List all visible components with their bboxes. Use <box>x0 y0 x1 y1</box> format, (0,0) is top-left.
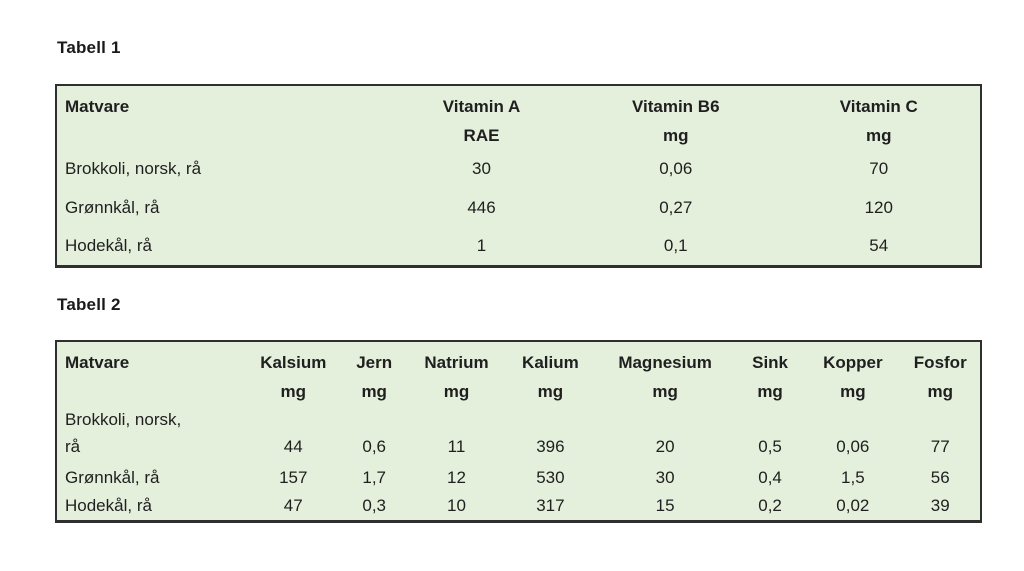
column-unit: RAE <box>463 126 500 145</box>
column-unit: mg <box>443 382 470 401</box>
value-cell: 47 <box>283 496 303 516</box>
column-label: Sink <box>752 353 789 372</box>
column-label: Magnesium <box>618 353 712 372</box>
column-header-sink: Sink mg <box>735 341 805 406</box>
value-cell: 0,4 <box>758 468 782 487</box>
column-label: Vitamin A <box>442 97 521 116</box>
table-row: Brokkoli, norsk, rå 44 0,6 11 396 20 0,5… <box>56 406 981 463</box>
column-label: Kalium <box>522 353 579 372</box>
value-cell: 120 <box>864 198 893 218</box>
food-name-cell: Grønnkål, rå <box>65 198 160 218</box>
column-unit: mg <box>663 126 689 145</box>
column-header-vitamin-c: Vitamin C mg <box>778 85 982 150</box>
column-header-matvare: Matvare <box>56 85 389 150</box>
column-header-vitamin-b6: Vitamin B6 mg <box>574 85 778 150</box>
value-cell: 396 <box>536 437 565 456</box>
value-cell: 0,5 <box>758 437 782 456</box>
header-row: Matvare Vitamin A RAE Vitamin B6 mg Vita… <box>56 85 981 150</box>
column-unit: mg <box>866 126 892 145</box>
column-label: Matvare <box>65 97 130 116</box>
table-row: Brokkoli, norsk, rå 30 0,06 70 <box>56 150 981 189</box>
table-row: Grønnkål, rå 446 0,27 120 <box>56 189 981 228</box>
value-cell: 0,06 <box>659 159 693 179</box>
food-name-cell: Hodekål, rå <box>65 236 152 256</box>
food-name-cell: Brokkoli, norsk, rå <box>65 159 202 179</box>
value-cell: 56 <box>930 468 950 487</box>
column-header-kopper: Kopper mg <box>805 341 900 406</box>
table2-title: Tabell 2 <box>57 295 121 314</box>
column-header-vitamin-a: Vitamin A RAE <box>389 85 574 150</box>
value-cell: 0,3 <box>362 496 386 516</box>
column-header-fosfor: Fosfor mg <box>900 341 981 406</box>
value-cell: 446 <box>467 198 496 218</box>
value-cell: 20 <box>655 437 675 456</box>
value-cell: 0,2 <box>758 496 782 516</box>
column-header-matvare: Matvare <box>56 341 246 406</box>
food-name: Brokkoli, norsk, rå <box>65 410 182 456</box>
column-unit: mg <box>537 382 564 401</box>
food-name-cell: Brokkoli, norsk, rå <box>56 406 246 463</box>
table-row: Hodekål, rå 47 0,3 10 317 15 0,2 0,02 39 <box>56 492 981 521</box>
value-cell: 1,7 <box>362 468 386 487</box>
value-cell: 530 <box>536 468 565 487</box>
column-unit: mg <box>280 382 307 401</box>
column-unit: mg <box>840 382 866 401</box>
food-name-cell: Grønnkål, rå <box>65 468 160 487</box>
value-cell: 157 <box>279 468 308 487</box>
food-name-cell: Hodekål, rå <box>65 496 152 516</box>
column-label: Natrium <box>424 353 489 372</box>
column-label: Kopper <box>823 353 883 372</box>
table1-title: Tabell 1 <box>57 38 121 57</box>
column-header-kalium: Kalium mg <box>506 341 596 406</box>
value-cell: 317 <box>536 496 565 516</box>
mineral-table: Matvare Kalsium mg Jern mg Natrium mg Ka… <box>55 340 982 523</box>
value-cell: 0,27 <box>659 198 693 218</box>
value-cell: 15 <box>655 496 675 516</box>
column-label: Jern <box>356 353 393 372</box>
column-unit: mg <box>927 382 953 401</box>
value-cell: 0,06 <box>836 437 870 456</box>
table-row: Grønnkål, rå 157 1,7 12 530 30 0,4 1,5 5… <box>56 463 981 492</box>
column-header-kalsium: Kalsium mg <box>246 341 341 406</box>
value-cell: 44 <box>283 437 303 456</box>
column-header-jern: Jern mg <box>341 341 408 406</box>
value-cell: 54 <box>869 236 889 256</box>
table-row: Hodekål, rå 1 0,1 54 <box>56 228 981 267</box>
column-unit: mg <box>757 382 783 401</box>
value-cell: 1 <box>476 236 487 256</box>
column-label: Vitamin B6 <box>631 97 720 116</box>
column-label: Vitamin C <box>839 97 918 116</box>
value-cell: 0,02 <box>836 496 870 516</box>
value-cell: 1,5 <box>841 468 865 487</box>
column-unit: mg <box>652 382 678 401</box>
column-unit: mg <box>361 382 387 401</box>
header-row: Matvare Kalsium mg Jern mg Natrium mg Ka… <box>56 341 981 406</box>
column-header-magnesium: Magnesium mg <box>595 341 735 406</box>
value-cell: 0,1 <box>663 236 688 256</box>
column-header-natrium: Natrium mg <box>407 341 505 406</box>
value-cell: 77 <box>930 437 950 456</box>
value-cell: 11 <box>447 437 466 456</box>
column-label: Fosfor <box>913 353 967 372</box>
value-cell: 12 <box>447 468 466 487</box>
value-cell: 30 <box>655 468 675 487</box>
column-label: Kalsium <box>260 353 327 372</box>
value-cell: 70 <box>869 159 889 179</box>
value-cell: 10 <box>447 496 466 516</box>
value-cell: 30 <box>472 159 491 179</box>
value-cell: 39 <box>930 496 950 516</box>
value-cell: 0,6 <box>362 437 386 456</box>
vitamin-table: Matvare Vitamin A RAE Vitamin B6 mg Vita… <box>55 84 982 268</box>
column-label: Matvare <box>65 353 130 372</box>
